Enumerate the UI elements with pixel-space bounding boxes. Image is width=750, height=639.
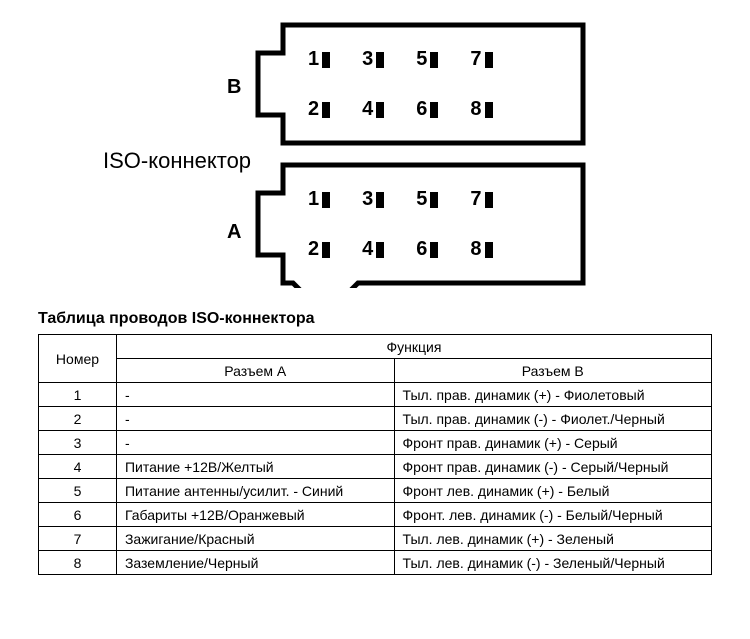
cell-connector-a: - bbox=[116, 407, 394, 431]
pin-a5: 5 bbox=[416, 188, 438, 211]
pin-b5: 5 bbox=[416, 48, 438, 71]
pin-a7: 7 bbox=[470, 188, 492, 211]
cell-number: 1 bbox=[39, 383, 117, 407]
connector-a-pins-bottom: 2 4 6 8 bbox=[308, 238, 493, 261]
th-connector-a: Разъем A bbox=[116, 359, 394, 383]
pin-b3: 3 bbox=[362, 48, 384, 71]
cell-connector-a: Габариты +12В/Оранжевый bbox=[116, 503, 394, 527]
table-row: 4Питание +12В/ЖелтыйФронт прав. динамик … bbox=[39, 455, 712, 479]
cell-connector-a: Питание антенны/усилит. - Синий bbox=[116, 479, 394, 503]
table-row: 3-Фронт прав. динамик (+) - Серый bbox=[39, 431, 712, 455]
wiring-table: Номер Функция Разъем A Разъем B 1-Тыл. п… bbox=[38, 334, 712, 575]
cell-connector-a: Питание +12В/Желтый bbox=[116, 455, 394, 479]
connector-b-pins-top: 1 3 5 7 bbox=[308, 48, 493, 71]
pin-a2: 2 bbox=[308, 238, 330, 261]
cell-number: 2 bbox=[39, 407, 117, 431]
cell-connector-b: Фронт прав. динамик (-) - Серый/Черный bbox=[394, 455, 711, 479]
pin-a1: 1 bbox=[308, 188, 330, 211]
connector-b-outline bbox=[253, 20, 603, 148]
cell-connector-b: Тыл. прав. динамик (-) - Фиолет./Черный bbox=[394, 407, 711, 431]
wiring-table-section: Таблица проводов ISO-коннектора Номер Фу… bbox=[38, 310, 712, 575]
cell-connector-b: Фронт прав. динамик (+) - Серый bbox=[394, 431, 711, 455]
cell-connector-b: Тыл. лев. динамик (+) - Зеленый bbox=[394, 527, 711, 551]
connector-b-pins-bottom: 2 4 6 8 bbox=[308, 98, 493, 121]
iso-label: ISO-коннектор bbox=[103, 148, 251, 174]
cell-connector-a: - bbox=[116, 431, 394, 455]
connector-diagram: B A ISO-коннектор 1 3 5 7 2 4 6 8 1 3 5 … bbox=[0, 0, 750, 295]
table-row: 6Габариты +12В/ОранжевыйФронт. лев. дина… bbox=[39, 503, 712, 527]
connector-label-a: A bbox=[227, 221, 241, 244]
cell-connector-b: Тыл. прав. динамик (+) - Фиолетовый bbox=[394, 383, 711, 407]
table-row: 2-Тыл. прав. динамик (-) - Фиолет./Черны… bbox=[39, 407, 712, 431]
th-function: Функция bbox=[116, 335, 711, 359]
pin-b7: 7 bbox=[470, 48, 492, 71]
pin-a3: 3 bbox=[362, 188, 384, 211]
cell-connector-b: Фронт. лев. динамик (-) - Белый/Черный bbox=[394, 503, 711, 527]
cell-connector-a: - bbox=[116, 383, 394, 407]
pin-b8: 8 bbox=[470, 98, 492, 121]
connector-a-outline bbox=[253, 160, 603, 288]
cell-number: 4 bbox=[39, 455, 117, 479]
pin-b4: 4 bbox=[362, 98, 384, 121]
pin-b2: 2 bbox=[308, 98, 330, 121]
connector-label-b: B bbox=[227, 76, 241, 99]
pin-a8: 8 bbox=[470, 238, 492, 261]
th-connector-b: Разъем B bbox=[394, 359, 711, 383]
table-row: 7Зажигание/КрасныйТыл. лев. динамик (+) … bbox=[39, 527, 712, 551]
connector-a-block: 1 3 5 7 2 4 6 8 bbox=[253, 160, 603, 293]
th-number: Номер bbox=[39, 335, 117, 383]
cell-number: 5 bbox=[39, 479, 117, 503]
table-row: 1-Тыл. прав. динамик (+) - Фиолетовый bbox=[39, 383, 712, 407]
cell-connector-a: Заземление/Черный bbox=[116, 551, 394, 575]
table-title: Таблица проводов ISO-коннектора bbox=[38, 310, 712, 328]
cell-number: 3 bbox=[39, 431, 117, 455]
table-row: 5Питание антенны/усилит. - СинийФронт ле… bbox=[39, 479, 712, 503]
connector-b-block: 1 3 5 7 2 4 6 8 bbox=[253, 20, 603, 153]
pin-b1: 1 bbox=[308, 48, 330, 71]
cell-connector-b: Тыл. лев. динамик (-) - Зеленый/Черный bbox=[394, 551, 711, 575]
pin-a4: 4 bbox=[362, 238, 384, 261]
pin-b6: 6 bbox=[416, 98, 438, 121]
pin-a6: 6 bbox=[416, 238, 438, 261]
cell-connector-b: Фронт лев. динамик (+) - Белый bbox=[394, 479, 711, 503]
cell-number: 7 bbox=[39, 527, 117, 551]
connector-a-pins-top: 1 3 5 7 bbox=[308, 188, 493, 211]
cell-number: 8 bbox=[39, 551, 117, 575]
cell-number: 6 bbox=[39, 503, 117, 527]
table-row: 8Заземление/ЧерныйТыл. лев. динамик (-) … bbox=[39, 551, 712, 575]
cell-connector-a: Зажигание/Красный bbox=[116, 527, 394, 551]
